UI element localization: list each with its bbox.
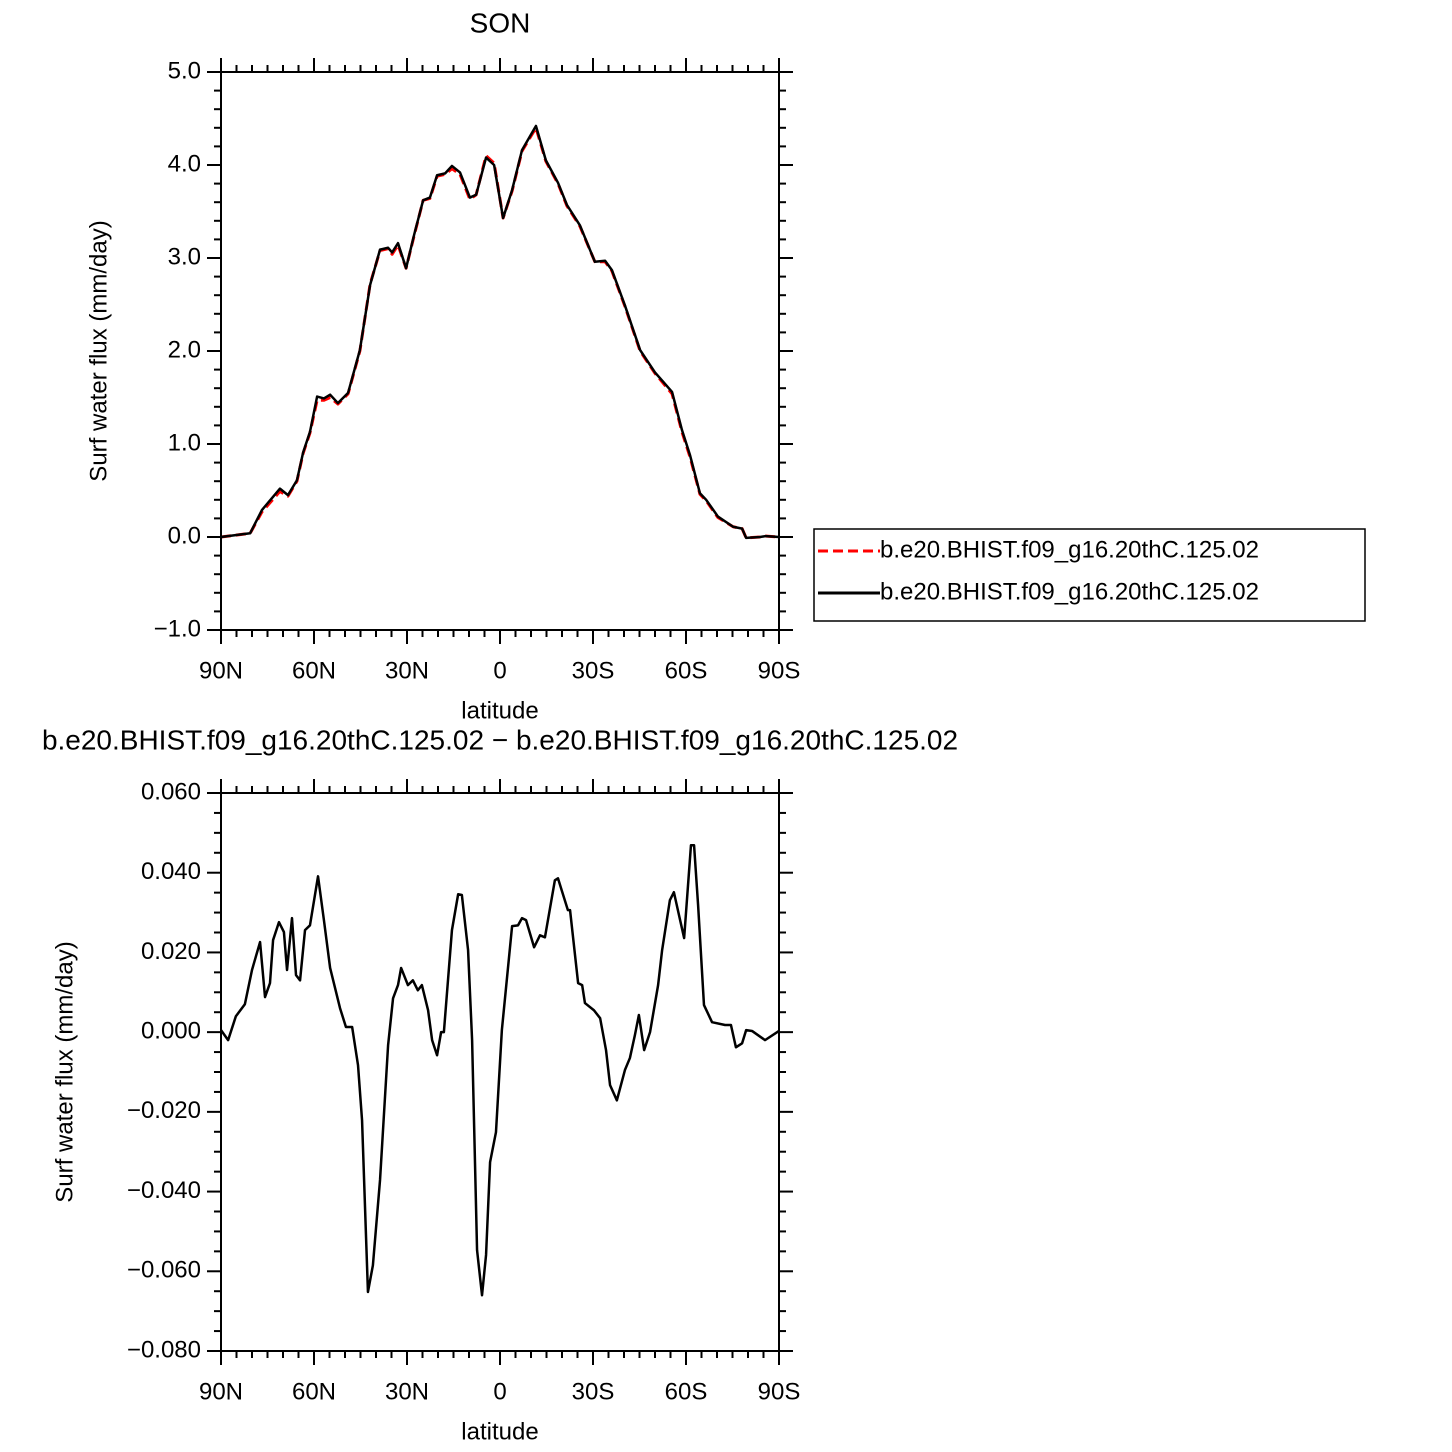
y-tick-label: 0.040 [141,858,201,885]
y-tick-label: 0.020 [141,938,201,965]
y-tick-label: 2.0 [168,336,201,363]
x-tick-label: 60N [292,1378,336,1405]
x-tick-label: 0 [493,657,506,684]
x-tick-label: 60S [665,657,708,684]
y-tick-label: 4.0 [168,150,201,177]
x-tick-label: 90N [199,1378,243,1405]
x-tick-label: 60N [292,657,336,684]
chart-title: b.e20.BHIST.f09_g16.20thC.125.02 − b.e20… [42,724,958,755]
y-tick-label: −0.060 [127,1257,201,1284]
data-line [220,124,780,540]
y-tick-label: 0.000 [141,1017,201,1044]
y-tick-label: 0.0 [168,522,201,549]
y-tick-label: 5.0 [168,57,201,84]
y-tick-label: 1.0 [168,429,201,456]
legend-label: b.e20.BHIST.f09_g16.20thC.125.02 [880,536,1259,563]
x-tick-label: 90N [199,657,243,684]
x-axis-label: latitude [461,1418,538,1445]
legend-box [813,528,1366,622]
x-tick-label: 60S [665,1378,708,1405]
plot-frame [220,792,780,1352]
x-tick-label: 30N [385,657,429,684]
y-tick-label: −1.0 [154,615,201,642]
x-tick-label: 0 [493,1378,506,1405]
y-axis-label: Surf water flux (mm/day) [85,220,112,481]
plot-frame [220,71,780,631]
x-tick-label: 30S [572,657,615,684]
y-tick-label: 0.060 [141,778,201,805]
data-line [219,843,780,1297]
x-axis-label: latitude [461,697,538,724]
y-tick-label: 3.0 [168,243,201,270]
x-tick-label: 90S [758,657,801,684]
y-tick-label: −0.040 [127,1177,201,1204]
legend-label: b.e20.BHIST.f09_g16.20thC.125.02 [880,578,1259,605]
x-tick-label: 90S [758,1378,801,1405]
x-tick-label: 30S [572,1378,615,1405]
chart-title: SON [470,7,531,38]
y-tick-label: −0.080 [127,1336,201,1363]
y-tick-label: −0.020 [127,1097,201,1124]
y-axis-label: Surf water flux (mm/day) [51,941,78,1202]
x-tick-label: 30N [385,1378,429,1405]
